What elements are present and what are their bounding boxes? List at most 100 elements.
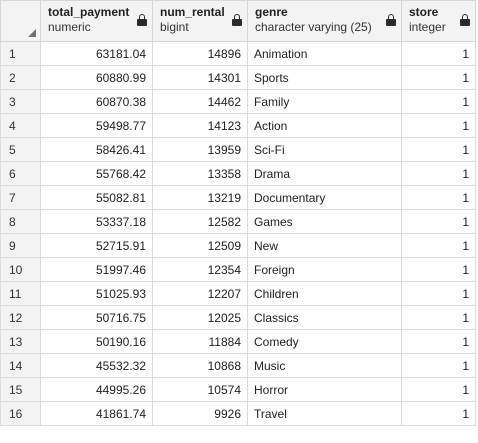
cell-num-rental[interactable]: 12207 — [152, 281, 248, 306]
cell-store[interactable]: 1 — [401, 257, 476, 282]
cell-store[interactable]: 1 — [401, 401, 476, 426]
table-row[interactable]: 8 53337.18 12582 Games 1 — [0, 209, 476, 234]
cell-store[interactable]: 1 — [401, 89, 476, 114]
column-header-num-rental[interactable]: num_rental bigint — [152, 0, 248, 42]
cell-genre[interactable]: Drama — [247, 161, 402, 186]
cell-genre[interactable]: Foreign — [247, 257, 402, 282]
cell-num-rental[interactable]: 9926 — [152, 401, 248, 426]
cell-total-payment[interactable]: 50190.16 — [40, 329, 153, 354]
cell-store[interactable]: 1 — [401, 329, 476, 354]
table-row[interactable]: 11 51025.93 12207 Children 1 — [0, 281, 476, 306]
table-row[interactable]: 3 60870.38 14462 Family 1 — [0, 89, 476, 114]
cell-genre[interactable]: Music — [247, 353, 402, 378]
cell-store[interactable]: 1 — [401, 209, 476, 234]
cell-num-rental[interactable]: 10574 — [152, 377, 248, 402]
row-number[interactable]: 16 — [0, 401, 41, 426]
table-row[interactable]: 4 59498.77 14123 Action 1 — [0, 113, 476, 138]
row-number[interactable]: 8 — [0, 209, 41, 234]
cell-num-rental[interactable]: 12354 — [152, 257, 248, 282]
cell-num-rental[interactable]: 14896 — [152, 41, 248, 66]
cell-total-payment[interactable]: 58426.41 — [40, 137, 153, 162]
cell-store[interactable]: 1 — [401, 377, 476, 402]
table-row[interactable]: 2 60880.99 14301 Sports 1 — [0, 65, 476, 90]
cell-store[interactable]: 1 — [401, 281, 476, 306]
table-row[interactable]: 9 52715.91 12509 New 1 — [0, 233, 476, 258]
cell-num-rental[interactable]: 13959 — [152, 137, 248, 162]
cell-store[interactable]: 1 — [401, 65, 476, 90]
cell-total-payment[interactable]: 44995.26 — [40, 377, 153, 402]
cell-num-rental[interactable]: 10868 — [152, 353, 248, 378]
cell-genre[interactable]: New — [247, 233, 402, 258]
table-row[interactable]: 14 45532.32 10868 Music 1 — [0, 353, 476, 378]
row-number[interactable]: 6 — [0, 161, 41, 186]
table-row[interactable]: 1 63181.04 14896 Animation 1 — [0, 41, 476, 66]
cell-total-payment[interactable]: 60870.38 — [40, 89, 153, 114]
cell-total-payment[interactable]: 60880.99 — [40, 65, 153, 90]
cell-num-rental[interactable]: 11884 — [152, 329, 248, 354]
cell-store[interactable]: 1 — [401, 233, 476, 258]
cell-total-payment[interactable]: 45532.32 — [40, 353, 153, 378]
cell-total-payment[interactable]: 51997.46 — [40, 257, 153, 282]
cell-total-payment[interactable]: 53337.18 — [40, 209, 153, 234]
cell-num-rental[interactable]: 12582 — [152, 209, 248, 234]
cell-total-payment[interactable]: 50716.75 — [40, 305, 153, 330]
row-number[interactable]: 2 — [0, 65, 41, 90]
cell-genre[interactable]: Classics — [247, 305, 402, 330]
row-number[interactable]: 5 — [0, 137, 41, 162]
cell-genre[interactable]: Animation — [247, 41, 402, 66]
cell-num-rental[interactable]: 14123 — [152, 113, 248, 138]
row-number[interactable]: 7 — [0, 185, 41, 210]
cell-num-rental[interactable]: 14301 — [152, 65, 248, 90]
row-number[interactable]: 3 — [0, 89, 41, 114]
table-row[interactable]: 16 41861.74 9926 Travel 1 — [0, 401, 476, 426]
row-number[interactable]: 10 — [0, 257, 41, 282]
column-header-total-payment[interactable]: total_payment numeric — [40, 0, 153, 42]
row-number[interactable]: 9 — [0, 233, 41, 258]
cell-total-payment[interactable]: 41861.74 — [40, 401, 153, 426]
cell-genre[interactable]: Family — [247, 89, 402, 114]
cell-total-payment[interactable]: 59498.77 — [40, 113, 153, 138]
row-number[interactable]: 14 — [0, 353, 41, 378]
table-row[interactable]: 12 50716.75 12025 Classics 1 — [0, 305, 476, 330]
cell-genre[interactable]: Documentary — [247, 185, 402, 210]
table-row[interactable]: 6 55768.42 13358 Drama 1 — [0, 161, 476, 186]
row-number[interactable]: 12 — [0, 305, 41, 330]
cell-genre[interactable]: Horror — [247, 377, 402, 402]
cell-num-rental[interactable]: 13219 — [152, 185, 248, 210]
cell-genre[interactable]: Games — [247, 209, 402, 234]
column-header-genre[interactable]: genre character varying (25) — [247, 0, 402, 42]
table-row[interactable]: 10 51997.46 12354 Foreign 1 — [0, 257, 476, 282]
cell-store[interactable]: 1 — [401, 137, 476, 162]
row-number[interactable]: 13 — [0, 329, 41, 354]
cell-total-payment[interactable]: 55768.42 — [40, 161, 153, 186]
row-number[interactable]: 4 — [0, 113, 41, 138]
cell-store[interactable]: 1 — [401, 185, 476, 210]
cell-total-payment[interactable]: 55082.81 — [40, 185, 153, 210]
cell-genre[interactable]: Comedy — [247, 329, 402, 354]
cell-store[interactable]: 1 — [401, 353, 476, 378]
cell-store[interactable]: 1 — [401, 305, 476, 330]
table-row[interactable]: 15 44995.26 10574 Horror 1 — [0, 377, 476, 402]
cell-genre[interactable]: Children — [247, 281, 402, 306]
cell-num-rental[interactable]: 12025 — [152, 305, 248, 330]
cell-genre[interactable]: Sports — [247, 65, 402, 90]
table-row[interactable]: 5 58426.41 13959 Sci-Fi 1 — [0, 137, 476, 162]
row-number[interactable]: 1 — [0, 41, 41, 66]
table-row[interactable]: 13 50190.16 11884 Comedy 1 — [0, 329, 476, 354]
cell-total-payment[interactable]: 51025.93 — [40, 281, 153, 306]
column-header-store[interactable]: store integer — [401, 0, 476, 42]
row-number[interactable]: 11 — [0, 281, 41, 306]
cell-num-rental[interactable]: 13358 — [152, 161, 248, 186]
cell-total-payment[interactable]: 52715.91 — [40, 233, 153, 258]
select-all-corner[interactable] — [0, 0, 41, 42]
cell-store[interactable]: 1 — [401, 41, 476, 66]
cell-num-rental[interactable]: 12509 — [152, 233, 248, 258]
cell-genre[interactable]: Action — [247, 113, 402, 138]
cell-store[interactable]: 1 — [401, 161, 476, 186]
cell-genre[interactable]: Travel — [247, 401, 402, 426]
cell-total-payment[interactable]: 63181.04 — [40, 41, 153, 66]
table-row[interactable]: 7 55082.81 13219 Documentary 1 — [0, 185, 476, 210]
cell-num-rental[interactable]: 14462 — [152, 89, 248, 114]
cell-store[interactable]: 1 — [401, 113, 476, 138]
cell-genre[interactable]: Sci-Fi — [247, 137, 402, 162]
